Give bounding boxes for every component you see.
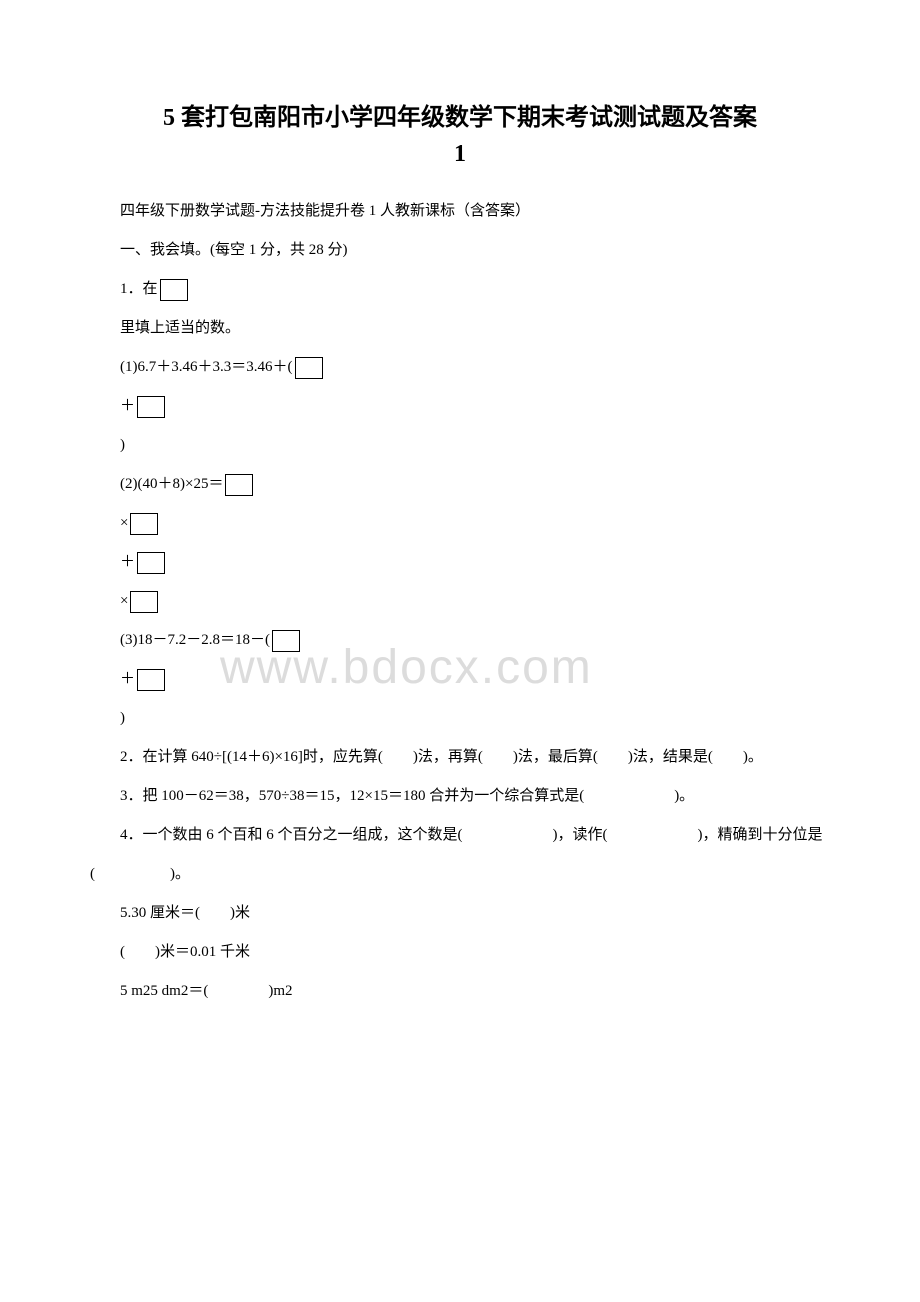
times-sign: × [120, 593, 128, 609]
q1-2-times2: × [90, 582, 830, 621]
blank-box [225, 474, 253, 496]
blank-box [295, 357, 323, 379]
plus-sign: ＋ [120, 671, 135, 687]
blank-box [160, 279, 188, 301]
q5c: 5 m25 dm2＝( )m2 [90, 972, 830, 1011]
q1-2-times1: × [90, 504, 830, 543]
q5b: ( )米＝0.01 千米 [90, 933, 830, 972]
paragraph-source: 四年级下册数学试题-方法技能提升卷 1 人教新课标（含答案） [90, 192, 830, 231]
q1-1-line: (1)6.7＋3.46＋3.3＝3.46＋( [90, 348, 830, 387]
q1-3-text: (3)18－7.2－2.8＝18－( [120, 632, 270, 648]
q4: 4．一个数由 6 个百和 6 个百分之一组成，这个数是( )，读作( )，精确到… [90, 816, 830, 894]
q2: 2．在计算 640÷[(14＋6)×16]时，应先算( )法，再算( )法，最后… [90, 738, 830, 777]
q1-text: 里填上适当的数。 [90, 309, 830, 348]
blank-box [130, 513, 158, 535]
page-title: 5 套打包南阳市小学四年级数学下期末考试测试题及答案 1 [90, 100, 830, 172]
q1-2-plus: ＋ [90, 543, 830, 582]
q1-3-close: ) [90, 699, 830, 738]
q1-prefix: 1．在 [120, 281, 158, 297]
title-line-1: 5 套打包南阳市小学四年级数学下期末考试测试题及答案 [163, 105, 757, 131]
q1-1-close: ) [90, 426, 830, 465]
times-sign: × [120, 515, 128, 531]
q1-1-plus: ＋ [90, 387, 830, 426]
q1-2-text: (2)(40＋8)×25＝ [120, 476, 223, 492]
document-content: 5 套打包南阳市小学四年级数学下期末考试测试题及答案 1 四年级下册数学试题-方… [90, 100, 830, 1011]
section-heading: 一、我会填。(每空 1 分，共 28 分) [90, 231, 830, 270]
q3: 3．把 100－62＝38，570÷38＝15，12×15＝180 合并为一个综… [90, 777, 830, 816]
plus-sign: ＋ [120, 554, 135, 570]
blank-box [130, 591, 158, 613]
blank-box [137, 669, 165, 691]
q5a: 5.30 厘米＝( )米 [90, 894, 830, 933]
blank-box [272, 630, 300, 652]
title-line-2: 1 [454, 141, 466, 167]
blank-box [137, 396, 165, 418]
q1-2-line: (2)(40＋8)×25＝ [90, 465, 830, 504]
q1-1-text: (1)6.7＋3.46＋3.3＝3.46＋( [120, 359, 293, 375]
q1-3-plus: ＋ [90, 660, 830, 699]
q1-3-line: (3)18－7.2－2.8＝18－( [90, 621, 830, 660]
q1-prefix-line: 1．在 [90, 270, 830, 309]
plus-sign: ＋ [120, 398, 135, 414]
blank-box [137, 552, 165, 574]
